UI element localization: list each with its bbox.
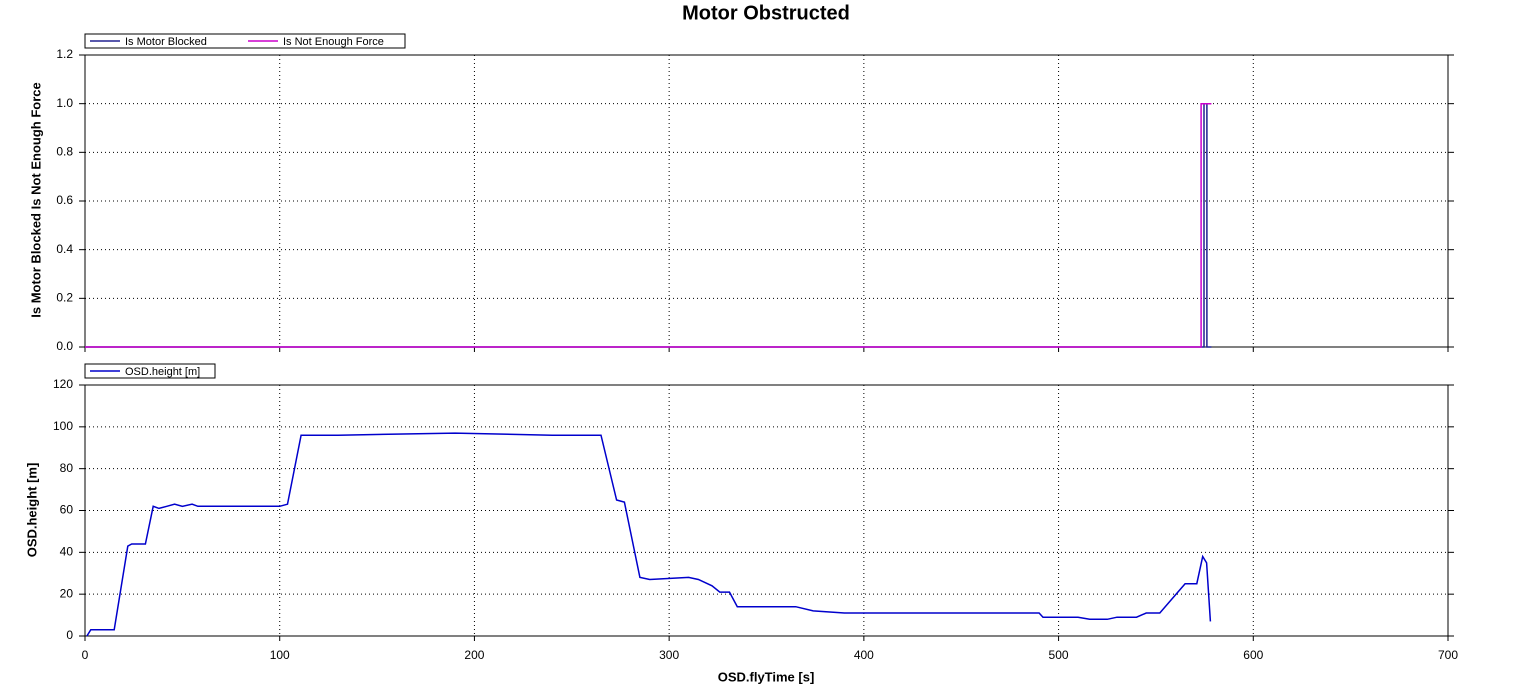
plot-frame xyxy=(84,384,1449,637)
y-tick-label: 0 xyxy=(66,628,73,642)
x-tick-label: 400 xyxy=(854,648,874,662)
series-line xyxy=(85,102,1212,348)
y-axis-title: OSD.height [m] xyxy=(24,463,39,558)
y-tick-label: 20 xyxy=(60,586,74,600)
x-tick-label: 500 xyxy=(1049,648,1069,662)
y-tick-label: 0.2 xyxy=(56,291,73,305)
legend-label: OSD.height [m] xyxy=(125,366,200,378)
legend-label: Is Motor Blocked xyxy=(125,36,207,48)
y-tick-label: 100 xyxy=(53,419,73,433)
y-tick-label: 0.4 xyxy=(56,242,73,256)
y-axis-title: Is Motor Blocked Is Not Enough Force xyxy=(28,82,43,317)
y-tick-label: 60 xyxy=(60,503,74,517)
x-tick-label: 700 xyxy=(1438,648,1458,662)
y-tick-label: 120 xyxy=(53,377,73,391)
y-tick-label: 80 xyxy=(60,461,74,475)
y-tick-label: 1.2 xyxy=(56,47,73,61)
legend-box xyxy=(84,363,216,379)
x-tick-label: 300 xyxy=(659,648,679,662)
series-line xyxy=(86,432,1212,637)
y-tick-label: 0.8 xyxy=(56,145,73,159)
x-tick-label: 600 xyxy=(1243,648,1263,662)
chart-title: Motor Obstructed xyxy=(682,2,850,24)
y-tick-label: 1.0 xyxy=(56,96,73,110)
y-tick-label: 0.6 xyxy=(56,193,73,207)
x-axis-title: OSD.flyTime [s] xyxy=(718,669,815,684)
x-tick-label: 100 xyxy=(270,648,290,662)
x-tick-label: 0 xyxy=(82,648,89,662)
legend-label: Is Not Enough Force xyxy=(283,36,384,48)
x-tick-label: 200 xyxy=(464,648,484,662)
legend-box xyxy=(84,33,406,49)
series-line xyxy=(85,102,1212,348)
y-tick-label: 40 xyxy=(60,545,74,559)
y-tick-label: 0.0 xyxy=(56,339,73,353)
